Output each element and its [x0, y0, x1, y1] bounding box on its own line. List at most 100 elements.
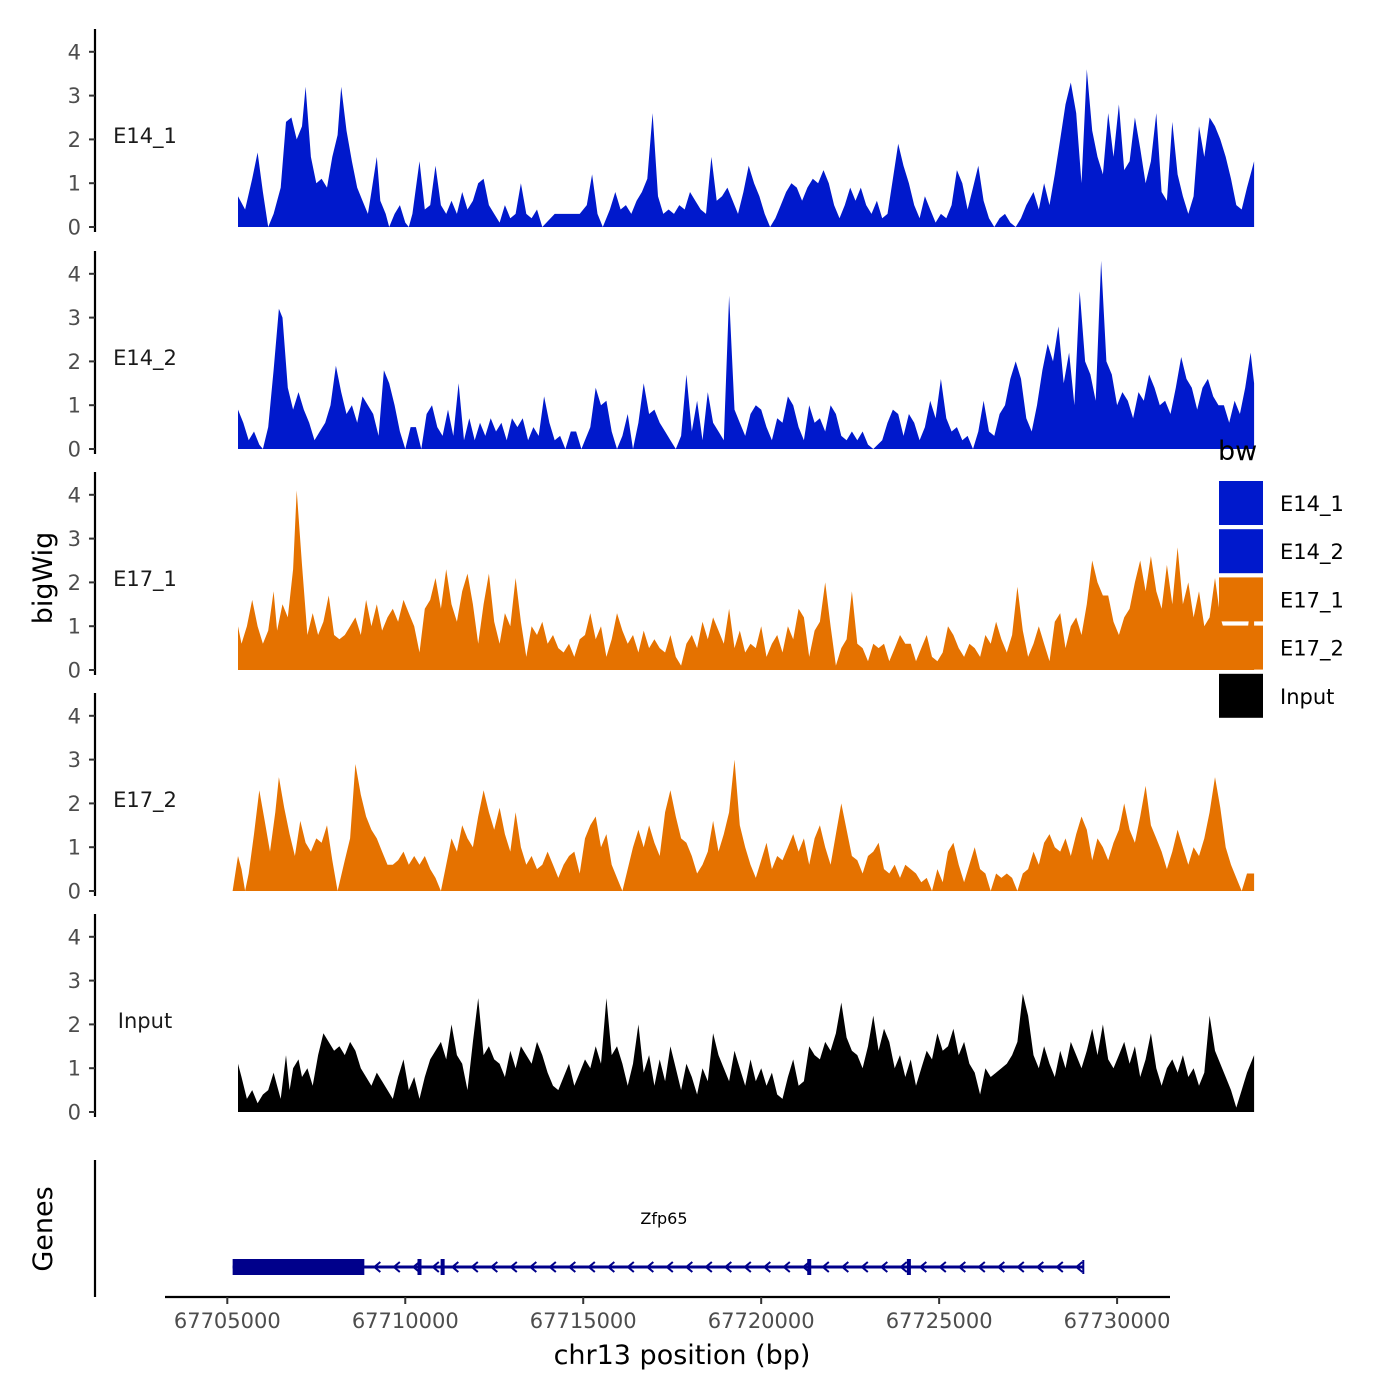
- strand-arrow: [918, 1261, 927, 1273]
- track-e17-2: 0 1 2 3 4 E17_2: [68, 693, 1255, 904]
- gene-utr-block: [232, 1259, 365, 1275]
- y-tick-label: 2: [68, 571, 81, 595]
- legend-swatch-e14-2: [1219, 529, 1263, 574]
- x-tick-label: 67720000: [708, 1309, 815, 1333]
- y-tick-label: 1: [68, 1057, 81, 1081]
- strand-arrow: [821, 1261, 830, 1273]
- strand-arrow: [372, 1261, 381, 1273]
- gene-exon: [417, 1259, 422, 1275]
- legend-swatch-e17-1: [1219, 577, 1263, 622]
- legend-label-e14-2: E14_2: [1280, 540, 1344, 565]
- strand-arrow: [762, 1261, 771, 1273]
- y-tick-label: 3: [68, 969, 81, 993]
- y-tick-label: 3: [68, 84, 81, 108]
- strand-arrow: [1035, 1261, 1044, 1273]
- strand-arrow: [684, 1261, 693, 1273]
- strand-arrow: [626, 1261, 635, 1273]
- strand-arrow: [665, 1261, 674, 1273]
- y-tick-label: 0: [68, 438, 81, 462]
- strand-arrow: [470, 1261, 479, 1273]
- strand-arrow: [509, 1261, 518, 1273]
- y-tick-label: 1: [68, 615, 81, 639]
- strand-arrow: [489, 1261, 498, 1273]
- strand-arrow: [860, 1261, 869, 1273]
- strand-arrow: [587, 1261, 596, 1273]
- strand-arrow: [743, 1261, 752, 1273]
- y-tick-label: 3: [68, 306, 81, 330]
- y-tick-label: 0: [68, 216, 81, 240]
- strand-arrow: [548, 1261, 557, 1273]
- strand-arrow: [801, 1261, 810, 1273]
- y-tick-label: 0: [68, 659, 81, 683]
- y-tick-label: 4: [68, 40, 81, 64]
- coverage-area-e14-1: [238, 69, 1255, 227]
- track-label: E17_1: [113, 567, 177, 592]
- strand-arrow: [996, 1261, 1005, 1273]
- track-e14-1: 0 1 2 3 4 E14_1: [68, 29, 1255, 240]
- track-label: E14_2: [113, 346, 177, 371]
- strand-arrow: [1016, 1261, 1025, 1273]
- track-input: 0 1 2 3 4 Input: [68, 914, 1255, 1125]
- strand-arrow: [528, 1261, 537, 1273]
- y-tick-label: 4: [68, 704, 81, 728]
- x-tick-label: 67710000: [352, 1309, 459, 1333]
- y-tick-label: 2: [68, 1013, 81, 1037]
- track-e17-1: 0 1 2 3 4 E17_1: [68, 472, 1255, 683]
- strand-arrow: [782, 1261, 791, 1273]
- legend-label-e17-2: E17_2: [1280, 637, 1344, 662]
- legend: bw E14_1 E14_2 E17_1 E17_2 Input: [1218, 436, 1344, 718]
- coverage-area-input: [238, 993, 1255, 1112]
- y-tick-label: 2: [68, 128, 81, 152]
- gene-exon: [906, 1259, 911, 1275]
- strand-arrow: [879, 1261, 888, 1273]
- y-tick-label: 4: [68, 925, 81, 949]
- strand-arrow: [840, 1261, 849, 1273]
- strand-arrow: [704, 1261, 713, 1273]
- track-label: E14_1: [113, 124, 177, 149]
- y-axis-title: bigWig: [28, 532, 59, 625]
- strand-arrow: [899, 1261, 908, 1273]
- y-tick-label: 3: [68, 527, 81, 551]
- strand-arrow: [1074, 1261, 1083, 1273]
- strand-arrow: [723, 1261, 732, 1273]
- y-tick-label: 4: [68, 262, 81, 286]
- strand-arrow: [938, 1261, 947, 1273]
- coverage-area-e17-2: [232, 759, 1255, 891]
- gene-name-label: Zfp65: [640, 1209, 687, 1228]
- y-tick-label: 2: [68, 350, 81, 374]
- legend-title: bw: [1218, 436, 1257, 467]
- strand-arrow: [645, 1261, 654, 1273]
- x-tick-label: 67715000: [530, 1309, 637, 1333]
- genes-axis-title: Genes: [28, 1186, 59, 1271]
- legend-label-e14-1: E14_1: [1280, 492, 1344, 517]
- gene-track: Zfp65: [93, 1160, 1085, 1297]
- gene-exon: [440, 1259, 445, 1275]
- strand-arrow: [957, 1261, 966, 1273]
- x-tick-label: 67725000: [886, 1309, 993, 1333]
- legend-swatch-input: [1219, 673, 1263, 718]
- y-tick-label: 1: [68, 836, 81, 860]
- track-label: Input: [118, 1009, 172, 1033]
- legend-swatch-e14-1: [1219, 481, 1263, 525]
- strand-arrow: [1055, 1261, 1064, 1273]
- y-tick-label: 0: [68, 880, 81, 904]
- strand-arrow: [450, 1261, 459, 1273]
- coverage-tracks: 0 1 2 3 4 E14_1 0 1 2 3 4 E14_2 0 1 2 3 4 E17_1 0 1 2 3 4 E17_2…: [68, 29, 1255, 1125]
- y-tick-label: 4: [68, 483, 81, 507]
- legend-swatch-e17-2: [1219, 625, 1263, 670]
- y-tick-label: 0: [68, 1101, 81, 1125]
- gene-exon: [807, 1259, 812, 1275]
- x-tick-label: 67730000: [1064, 1309, 1171, 1333]
- strand-arrow: [431, 1261, 440, 1273]
- strand-arrow: [567, 1261, 576, 1273]
- y-tick-label: 3: [68, 748, 81, 772]
- y-tick-label: 2: [68, 792, 81, 816]
- strand-arrow: [411, 1261, 420, 1273]
- y-tick-label: 1: [68, 394, 81, 418]
- x-tick-label: 67705000: [174, 1309, 281, 1333]
- coverage-area-e14-2: [238, 260, 1255, 449]
- strand-arrow: [392, 1261, 401, 1273]
- track-e14-2: 0 1 2 3 4 E14_2: [68, 251, 1255, 462]
- legend-label-input: Input: [1280, 685, 1334, 709]
